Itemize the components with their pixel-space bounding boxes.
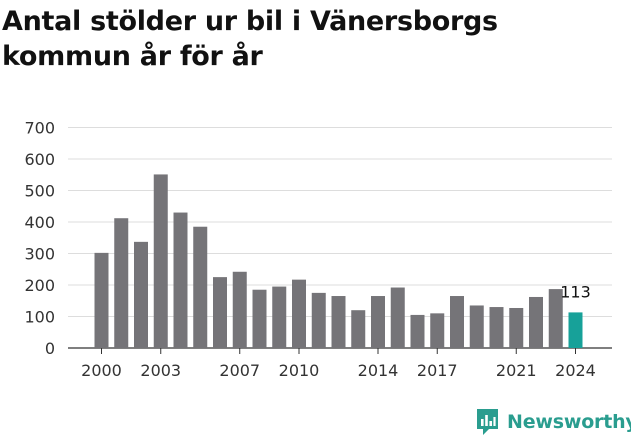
bar-2011	[311, 292, 326, 348]
chart-bubble-icon	[477, 409, 498, 435]
x-tick-label: 2017	[417, 361, 458, 380]
bar-2012	[331, 296, 346, 348]
bar-2006	[213, 277, 227, 348]
chart-title: Antal stölder ur bil i Vänersborgs kommu…	[2, 6, 498, 72]
bar-2000	[94, 252, 109, 348]
y-tick-label: 300	[24, 245, 55, 264]
bar-2010	[292, 279, 306, 348]
y-axis-ticks: 0 100 200 300 400 500 600 700	[24, 119, 55, 359]
bar-2001	[114, 218, 129, 348]
bar-2024	[568, 312, 583, 348]
y-tick-label: 400	[24, 213, 55, 232]
x-tick-label: 2024	[555, 361, 596, 380]
x-tick-label: 2021	[496, 361, 537, 380]
bar-2013	[351, 310, 366, 348]
y-tick-label: 100	[24, 308, 55, 327]
data-label-2024: 113	[560, 282, 591, 301]
bar-2004	[173, 212, 188, 348]
bar-2023	[548, 289, 563, 348]
bar-2017	[430, 313, 445, 348]
bar-2005	[193, 226, 208, 348]
y-tick-label: 700	[24, 119, 55, 138]
x-tick-label: 2014	[358, 361, 399, 380]
x-tick-label: 2010	[279, 361, 320, 380]
data-labels: 113	[560, 282, 591, 301]
bars	[94, 174, 583, 348]
bar-2002	[134, 241, 148, 348]
bar-2014	[371, 296, 385, 348]
y-tick-label: 500	[24, 182, 55, 201]
y-tick-label: 200	[24, 276, 55, 295]
brand-name: Newsworthy	[507, 411, 631, 433]
bar-2020	[489, 307, 504, 348]
bar-2003	[153, 174, 168, 348]
y-tick-label: 0	[45, 339, 55, 358]
y-tick-label: 600	[24, 150, 55, 169]
bar-2018	[450, 296, 464, 348]
x-tick-label: 2003	[140, 361, 181, 380]
x-tick-label: 2007	[219, 361, 260, 380]
bar-2022	[529, 296, 543, 348]
x-axis-ticks: 2000 2003 2007 2010 2014 2017 2021 2024	[81, 348, 596, 380]
bar-2021	[509, 307, 524, 348]
bar-2008	[252, 289, 267, 348]
bar-2016	[410, 314, 425, 348]
bar-2019	[469, 305, 484, 348]
bar-2007	[232, 271, 247, 348]
bar-2009	[272, 286, 287, 348]
newsworthy-logo: Newsworthy	[475, 406, 631, 438]
bar-2015	[390, 287, 405, 348]
x-tick-label: 2000	[81, 361, 122, 380]
